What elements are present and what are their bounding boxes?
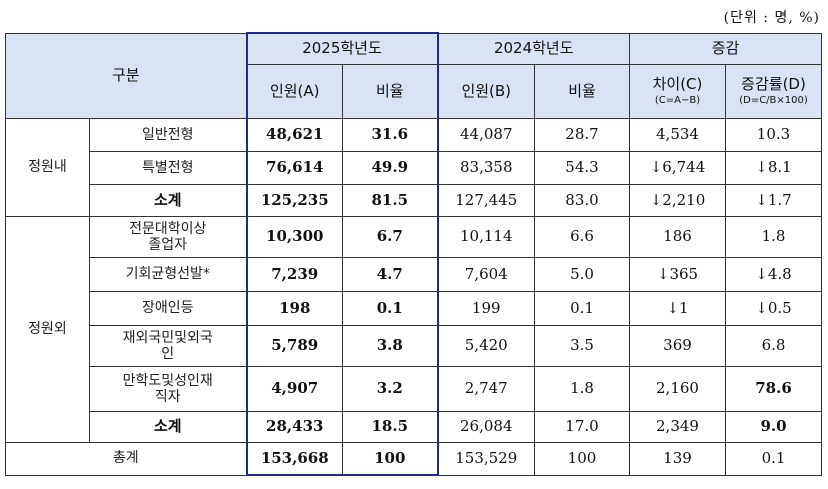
table-body: 정원내 일반전형 48,621 31.6 44,087 28.7 4,534 10.3 특별전형… <box>5 117 822 476</box>
count-2024: 7,604 <box>437 256 535 292</box>
group-inner-label: 정원내 <box>5 117 90 217</box>
count-2025: 10,300 <box>245 215 343 258</box>
count-2025: 28,433 <box>245 410 343 443</box>
ratio-2024: 54.3 <box>534 150 630 185</box>
group-outer-label: 정원외 <box>5 215 90 443</box>
header-diff: 차이(C) (C=A−B) <box>629 63 726 119</box>
table-row: 소계 125,235 81.5 127,445 83.0 ↓2,210 ↓1.7 <box>6 183 822 217</box>
diff-value: 2,349 <box>629 410 726 443</box>
count-2025: 76,614 <box>245 150 343 185</box>
ratio-2025: 6.7 <box>342 215 439 258</box>
table-row: 소계 28,433 18.5 26,084 17.0 2,349 9.0 <box>6 410 822 443</box>
diff-value: 369 <box>629 324 726 367</box>
ratio-2024: 83.0 <box>534 183 630 217</box>
count-2025: 198 <box>245 290 343 326</box>
table-row: 만학도및성인재 직자 4,907 3.2 2,747 1.8 2,160 78.6 <box>6 365 822 412</box>
unit-note: (단위 : 명, %) <box>723 10 820 26</box>
row-label: 재외국민및외국 인 <box>89 324 247 367</box>
header-count-a: 인원(A) <box>245 63 343 119</box>
ratio-2024: 0.1 <box>534 290 630 326</box>
row-label: 소계 <box>89 183 247 217</box>
total-row: 총계 153,668 100 153,529 100 139 0.1 <box>5 441 822 476</box>
ratio-2024: 17.0 <box>534 410 630 443</box>
ratio-2024: 3.5 <box>534 324 630 367</box>
header-category: 구분 <box>5 32 247 119</box>
row-label: 기회균형선발* <box>89 256 247 292</box>
header-rate-formula: (D=C/B×100) <box>739 95 808 106</box>
diff-value: ↓6,744 <box>629 150 726 185</box>
count-2024: 10,114 <box>437 215 535 258</box>
table-row: 재외국민및외국 인 5,789 3.8 5,420 3.5 369 6.8 <box>6 324 822 367</box>
total-rate: 0.1 <box>725 441 822 476</box>
ratio-2024: 28.7 <box>534 117 630 152</box>
rate-value: ↓1.7 <box>725 183 822 217</box>
rate-value: ↓4.8 <box>725 256 822 292</box>
header-2024: 2024학년도 <box>437 32 630 65</box>
ratio-2024: 1.8 <box>534 365 630 412</box>
row-label: 특별전형 <box>89 150 247 185</box>
rate-value: 9.0 <box>725 410 822 443</box>
rate-value: ↓8.1 <box>725 150 822 185</box>
diff-value: 186 <box>629 215 726 258</box>
header-2025: 2025학년도 <box>245 32 439 65</box>
ratio-2025: 4.7 <box>342 256 439 292</box>
header-diff-label: 차이(C) <box>652 75 703 93</box>
total-diff: 139 <box>629 441 726 476</box>
ratio-2025: 18.5 <box>342 410 439 443</box>
header-diff-formula: (C=A−B) <box>654 95 701 106</box>
count-2024: 127,445 <box>437 183 535 217</box>
total-ratio-2024: 100 <box>534 441 630 476</box>
row-label: 만학도및성인재 직자 <box>89 365 247 412</box>
count-2025: 48,621 <box>245 117 343 152</box>
ratio-2025: 31.6 <box>342 117 439 152</box>
row-label: 소계 <box>89 410 247 443</box>
count-2024: 199 <box>437 290 535 326</box>
ratio-2025: 81.5 <box>342 183 439 217</box>
header-rate-label: 증감률(D) <box>741 75 806 93</box>
rate-value: 78.6 <box>725 365 822 412</box>
table-row: 정원내 일반전형 48,621 31.6 44,087 28.7 4,534 10.3 <box>5 117 822 217</box>
header-count-b: 인원(B) <box>437 63 535 119</box>
table-row: 장애인등 198 0.1 199 0.1 ↓1 ↓0.5 <box>6 290 822 326</box>
rate-value: 1.8 <box>725 215 822 258</box>
table-row: 정원외 전문대학이상 졸업자 10,300 6.7 10,114 6.6 186 1.8 <box>5 215 822 443</box>
header-ratio-2024: 비율 <box>534 63 630 119</box>
total-label: 총계 <box>5 441 247 476</box>
header-ratio-2025: 비율 <box>342 63 439 119</box>
table-row: 특별전형 76,614 49.9 83,358 54.3 ↓6,744 ↓8.1 <box>6 150 822 185</box>
diff-value: 4,534 <box>629 117 726 152</box>
header-rate: 증감률(D) (D=C/B×100) <box>725 63 822 119</box>
total-ratio-2025: 100 <box>342 441 439 476</box>
admission-stats-table: 구분 2025학년도 2024학년도 증감 인원(A) 비율 인원(B) 비율 … <box>5 32 822 476</box>
count-2024: 44,087 <box>437 117 535 152</box>
diff-value: ↓2,210 <box>629 183 726 217</box>
row-label: 일반전형 <box>89 117 247 152</box>
count-2025: 5,789 <box>245 324 343 367</box>
rate-value: ↓0.5 <box>725 290 822 326</box>
total-count-2025: 153,668 <box>245 441 343 476</box>
total-count-2024: 153,529 <box>437 441 535 476</box>
ratio-2025: 3.2 <box>342 365 439 412</box>
diff-value: ↓1 <box>629 290 726 326</box>
count-2024: 83,358 <box>437 150 535 185</box>
header-change: 증감 <box>629 32 822 65</box>
ratio-2025: 49.9 <box>342 150 439 185</box>
count-2024: 5,420 <box>437 324 535 367</box>
row-label: 장애인등 <box>89 290 247 326</box>
rate-value: 10.3 <box>725 117 822 152</box>
table-row: 기회균형선발* 7,239 4.7 7,604 5.0 ↓365 ↓4.8 <box>6 256 822 292</box>
diff-value: 2,160 <box>629 365 726 412</box>
diff-value: ↓365 <box>629 256 726 292</box>
ratio-2025: 0.1 <box>342 290 439 326</box>
ratio-2024: 5.0 <box>534 256 630 292</box>
ratio-2024: 6.6 <box>534 215 630 258</box>
count-2025: 4,907 <box>245 365 343 412</box>
rate-value: 6.8 <box>725 324 822 367</box>
count-2025: 125,235 <box>245 183 343 217</box>
count-2024: 26,084 <box>437 410 535 443</box>
row-label: 전문대학이상 졸업자 <box>89 215 247 258</box>
count-2024: 2,747 <box>437 365 535 412</box>
ratio-2025: 3.8 <box>342 324 439 367</box>
count-2025: 7,239 <box>245 256 343 292</box>
